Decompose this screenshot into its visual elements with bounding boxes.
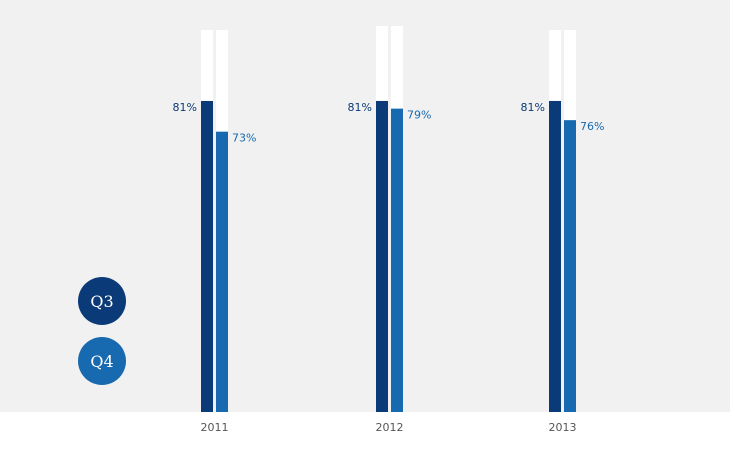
data-label-2013-q4: 76% [580,120,604,133]
x-tick-label-2013: 2013 [549,421,577,434]
bar-2011-q4 [216,131,228,412]
legend-q4-label: Q4 [90,351,114,371]
bar-2013-q4 [564,120,576,412]
x-tick-label-2011: 2011 [201,421,229,434]
bar-2011-q3 [201,100,213,413]
legend-q3-label: Q3 [90,291,114,311]
legend-q3: Q3 [78,277,126,325]
plot-background [0,0,730,412]
bar-2013-q3 [549,100,561,413]
data-label-2011-q3: 81% [173,101,197,114]
data-label-2013-q3: 81% [521,101,545,114]
bar-2012-q3 [376,100,388,413]
legend-q4: Q4 [78,337,126,385]
data-label-2011-q4: 73% [232,132,256,145]
data-label-2012-q3: 81% [348,101,372,114]
x-tick-label-2012: 2012 [376,421,404,434]
data-label-2012-q4: 79% [407,109,431,122]
bar-2012-q4 [391,108,403,412]
